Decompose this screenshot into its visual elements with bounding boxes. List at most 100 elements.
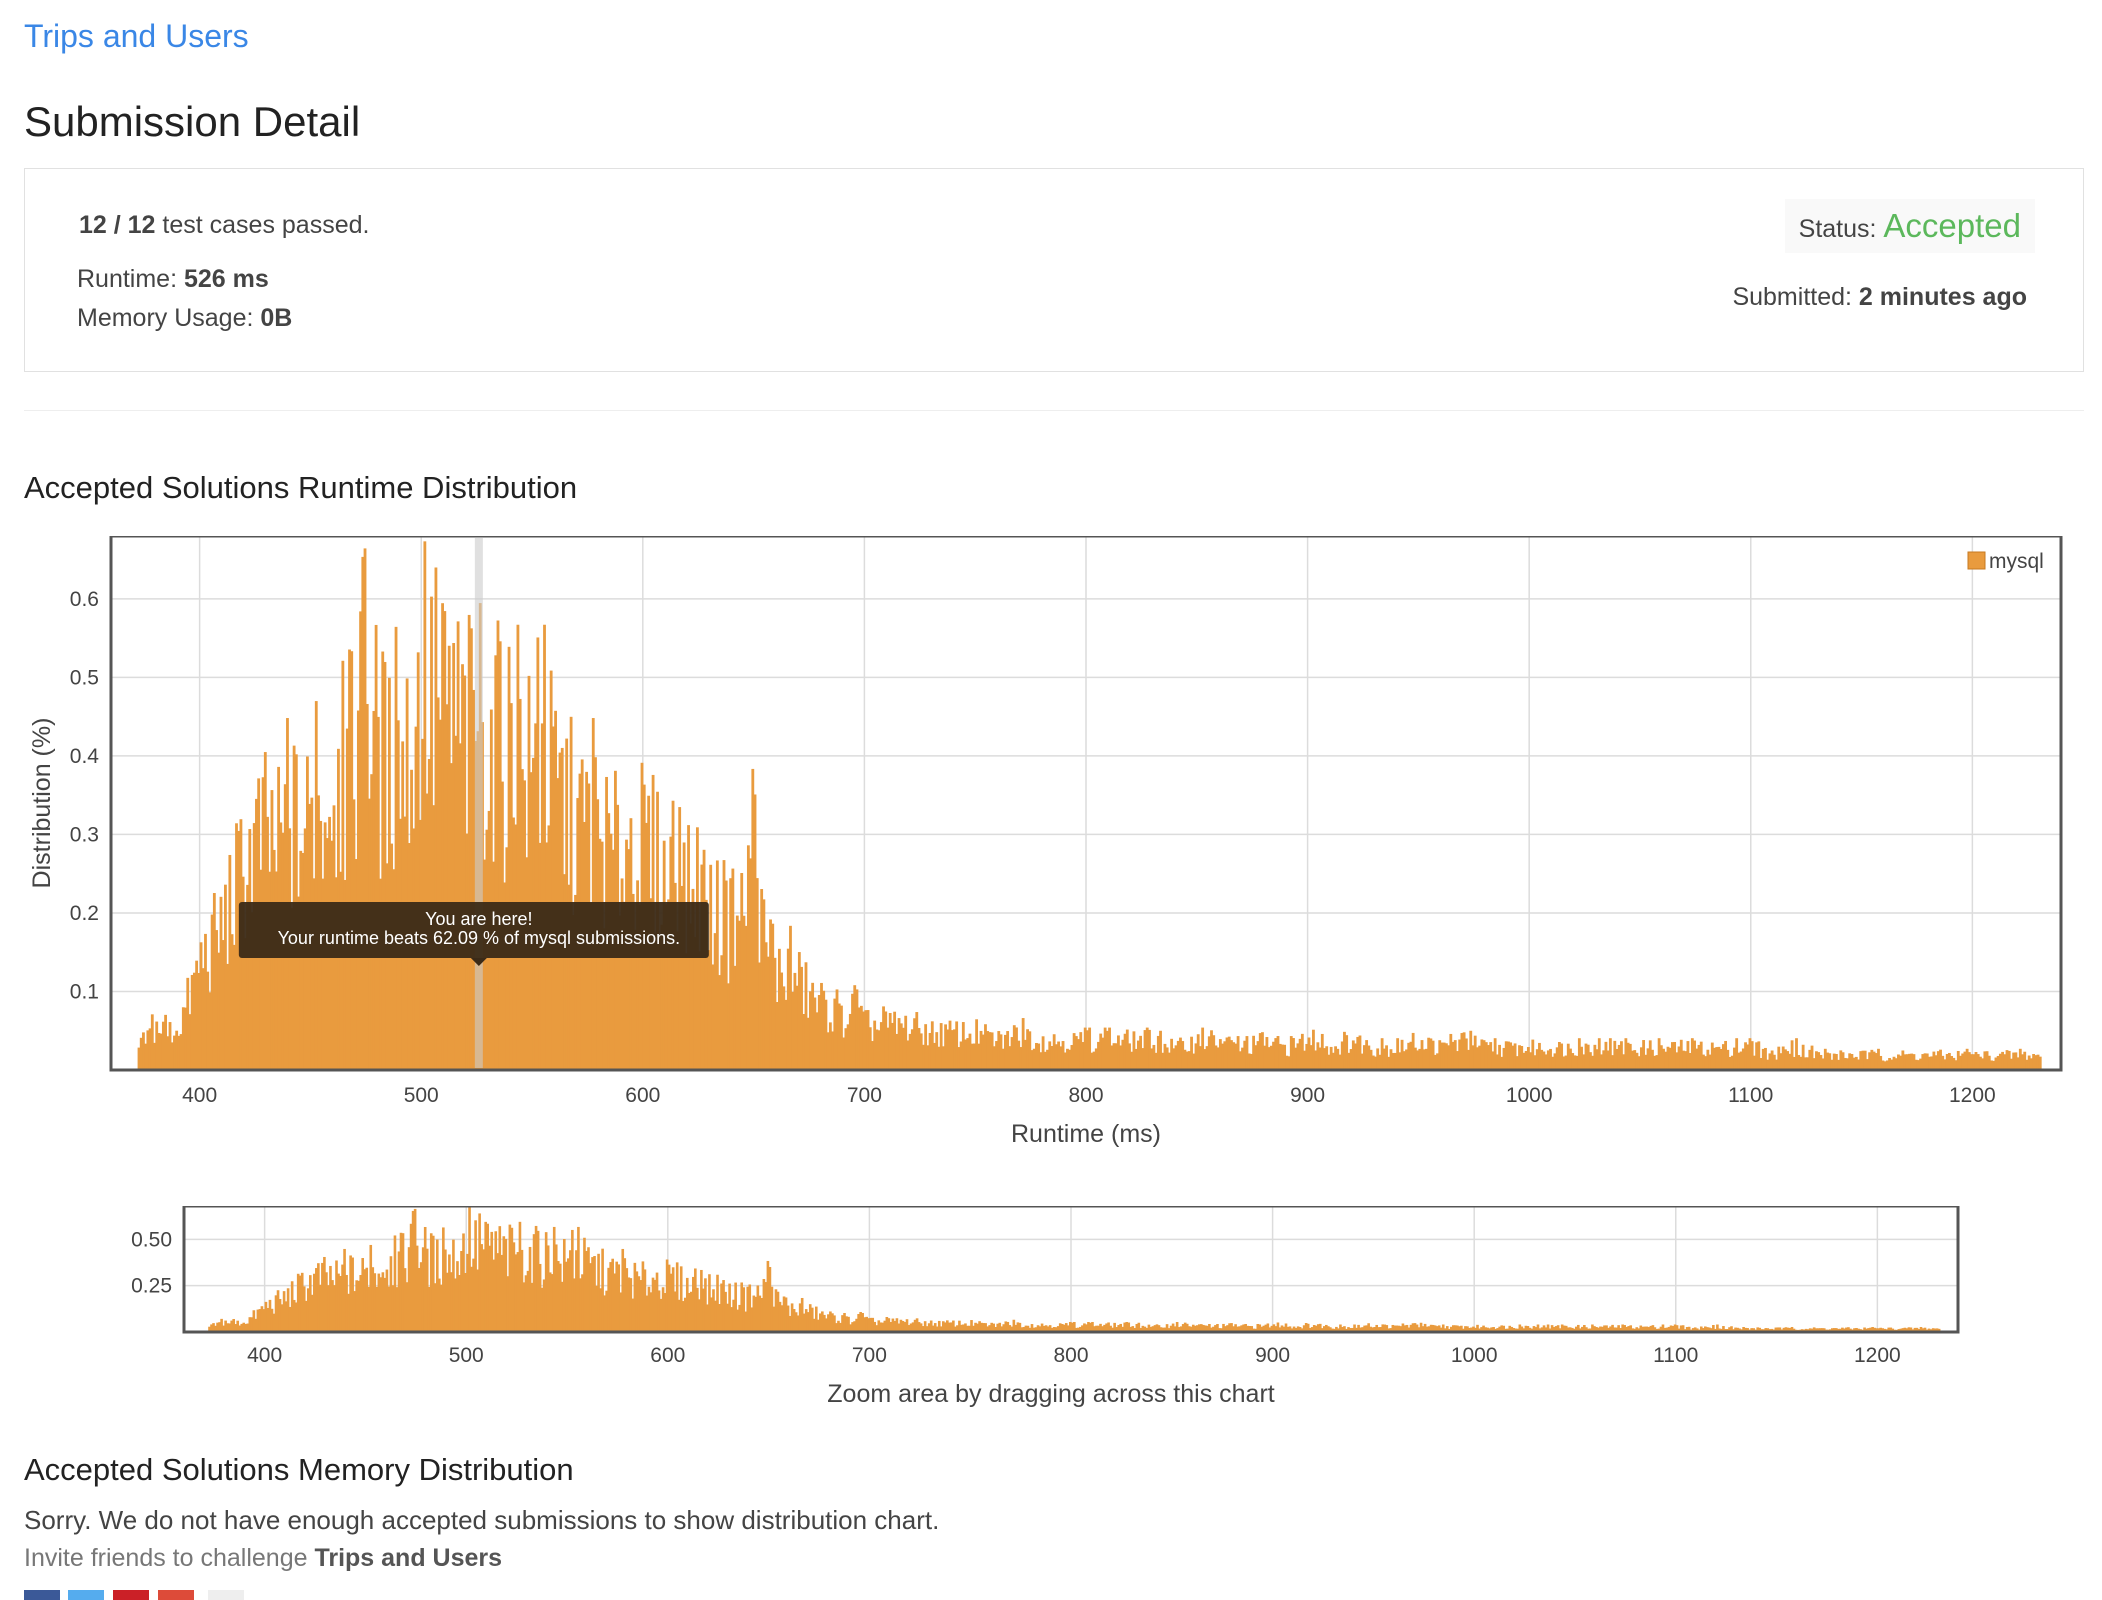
histogram-bar (315, 1268, 318, 1332)
histogram-bar (877, 1320, 881, 1332)
histogram-bar (538, 1263, 542, 1332)
histogram-bar (1422, 1049, 1426, 1070)
histogram-bar (446, 1272, 449, 1332)
histogram-bar (1546, 1050, 1550, 1070)
histogram-bar (826, 1032, 830, 1070)
histogram-bar (744, 925, 748, 1070)
histogram-bar (968, 1033, 972, 1070)
histogram-bar (1589, 1328, 1592, 1332)
histogram-bar (1837, 1059, 1841, 1070)
histogram-bar (1524, 1050, 1528, 1070)
histogram-bar (1103, 1324, 1106, 1332)
histogram-bar (1294, 1327, 1298, 1332)
histogram-bar (1916, 1060, 1920, 1070)
histogram-bar (659, 1298, 663, 1332)
histogram-bar (1861, 1050, 1865, 1070)
histogram-bar (816, 1319, 820, 1332)
histogram-bar (863, 1317, 866, 1332)
histogram-bar (1244, 1323, 1247, 1332)
histogram-bar (1706, 1327, 1709, 1332)
histogram-bar (387, 1286, 391, 1332)
histogram-bar (1724, 1040, 1727, 1070)
histogram-bar (1020, 1327, 1024, 1332)
histogram-bar (664, 904, 668, 1070)
histogram-bar (1139, 1035, 1142, 1070)
histogram-bar (1871, 1326, 1874, 1332)
histogram-bar (1361, 1327, 1364, 1332)
histogram-bar (415, 1245, 419, 1332)
histogram-bar (806, 1017, 810, 1070)
problem-link[interactable]: Trips and Users (24, 18, 249, 54)
histogram-bar (1627, 1326, 1631, 1332)
histogram-bar (772, 1306, 776, 1332)
histogram-bar (1469, 1030, 1473, 1070)
histogram-bar (1758, 1327, 1762, 1332)
histogram-bar (833, 1315, 836, 1332)
histogram-bar (1777, 1046, 1781, 1070)
histogram-bar (1869, 1327, 1872, 1332)
histogram-bar (1500, 1325, 1504, 1332)
histogram-bar (1695, 1328, 1699, 1332)
histogram-bar (809, 991, 812, 1070)
histogram-bar (984, 1024, 987, 1070)
histogram-bar (164, 1014, 167, 1070)
histogram-bar (1365, 1325, 1368, 1332)
histogram-bar (1371, 1327, 1374, 1332)
histogram-bar (833, 998, 837, 1070)
histogram-bar (434, 567, 438, 1070)
histogram-bar (698, 1299, 701, 1332)
histogram-bar (718, 975, 721, 1070)
current-runtime-marker (474, 538, 483, 1068)
histogram-bar (1336, 1048, 1340, 1070)
histogram-bar (768, 1266, 772, 1332)
histogram-bar (1943, 1059, 1947, 1070)
histogram-bar (1435, 1326, 1439, 1332)
histogram-bar (1987, 1055, 1991, 1070)
histogram-bar (913, 1319, 917, 1332)
runtime-distribution-title: Accepted Solutions Runtime Distribution (24, 470, 578, 505)
histogram-bar (589, 902, 593, 1070)
histogram-bar (1761, 1048, 1765, 1070)
histogram-bar (1010, 1326, 1014, 1332)
histogram-bar (431, 1235, 435, 1332)
histogram-bar (1196, 1034, 1200, 1070)
navigator-chart-svg[interactable]: 0.250.50 400 500 600 700 800 900 1000 1100 1200 (110, 1204, 1970, 1376)
invite-problem: Trips and Users (314, 1544, 503, 1572)
histogram-bar (300, 1272, 304, 1332)
histogram-bar (250, 912, 254, 1070)
histogram-bar (1544, 1327, 1548, 1332)
histogram-bar (454, 1278, 457, 1332)
status-value[interactable]: Accepted (1883, 207, 2021, 244)
histogram-bar (492, 861, 495, 1070)
histogram-bar (883, 1320, 887, 1332)
histogram-bar (1156, 1035, 1160, 1070)
histogram-bar (1644, 1054, 1648, 1070)
histogram-bar (1845, 1327, 1848, 1332)
histogram-bar (1111, 1327, 1114, 1332)
histogram-bar (1923, 1053, 1927, 1070)
legend[interactable]: mysql (1967, 550, 2044, 573)
histogram-bar (1421, 1326, 1425, 1332)
histogram-bar (372, 710, 376, 1070)
histogram-bar (1792, 1328, 1796, 1332)
histogram-bar (483, 859, 487, 1070)
histogram-bar (895, 1033, 899, 1070)
histogram-bar (941, 1321, 945, 1332)
histogram-bar (1667, 1326, 1671, 1332)
histogram-bar (235, 823, 238, 1070)
histogram-bar (706, 1304, 709, 1332)
histogram-bar (752, 1295, 756, 1332)
histogram-bar (1622, 1054, 1626, 1070)
histogram-bar (472, 689, 476, 1070)
histogram-bar (753, 794, 757, 1070)
histogram-bar (1983, 1051, 1987, 1070)
histogram-bar (304, 1300, 308, 1332)
histogram-bar (824, 999, 828, 1070)
runtime-chart-svg[interactable]: 0.10.20.30.40.50.6 400 500 600 700 800 900 100… (24, 534, 2094, 1166)
histogram-bar (693, 937, 697, 1070)
histogram-bar (447, 645, 451, 1070)
runtime-distribution-chart[interactable]: 0.1 0.2 0.3 0.4 0.5 0.6 400 500 600 700 800 900 100… (24, 534, 2063, 1148)
zoom-navigator-chart[interactable]: 0.25 0.50 400 500 600 700 800 900 1000 1100 1200 (110, 1204, 1960, 1367)
histogram-bar (1646, 1048, 1650, 1070)
histogram-bar (1305, 1043, 1309, 1070)
